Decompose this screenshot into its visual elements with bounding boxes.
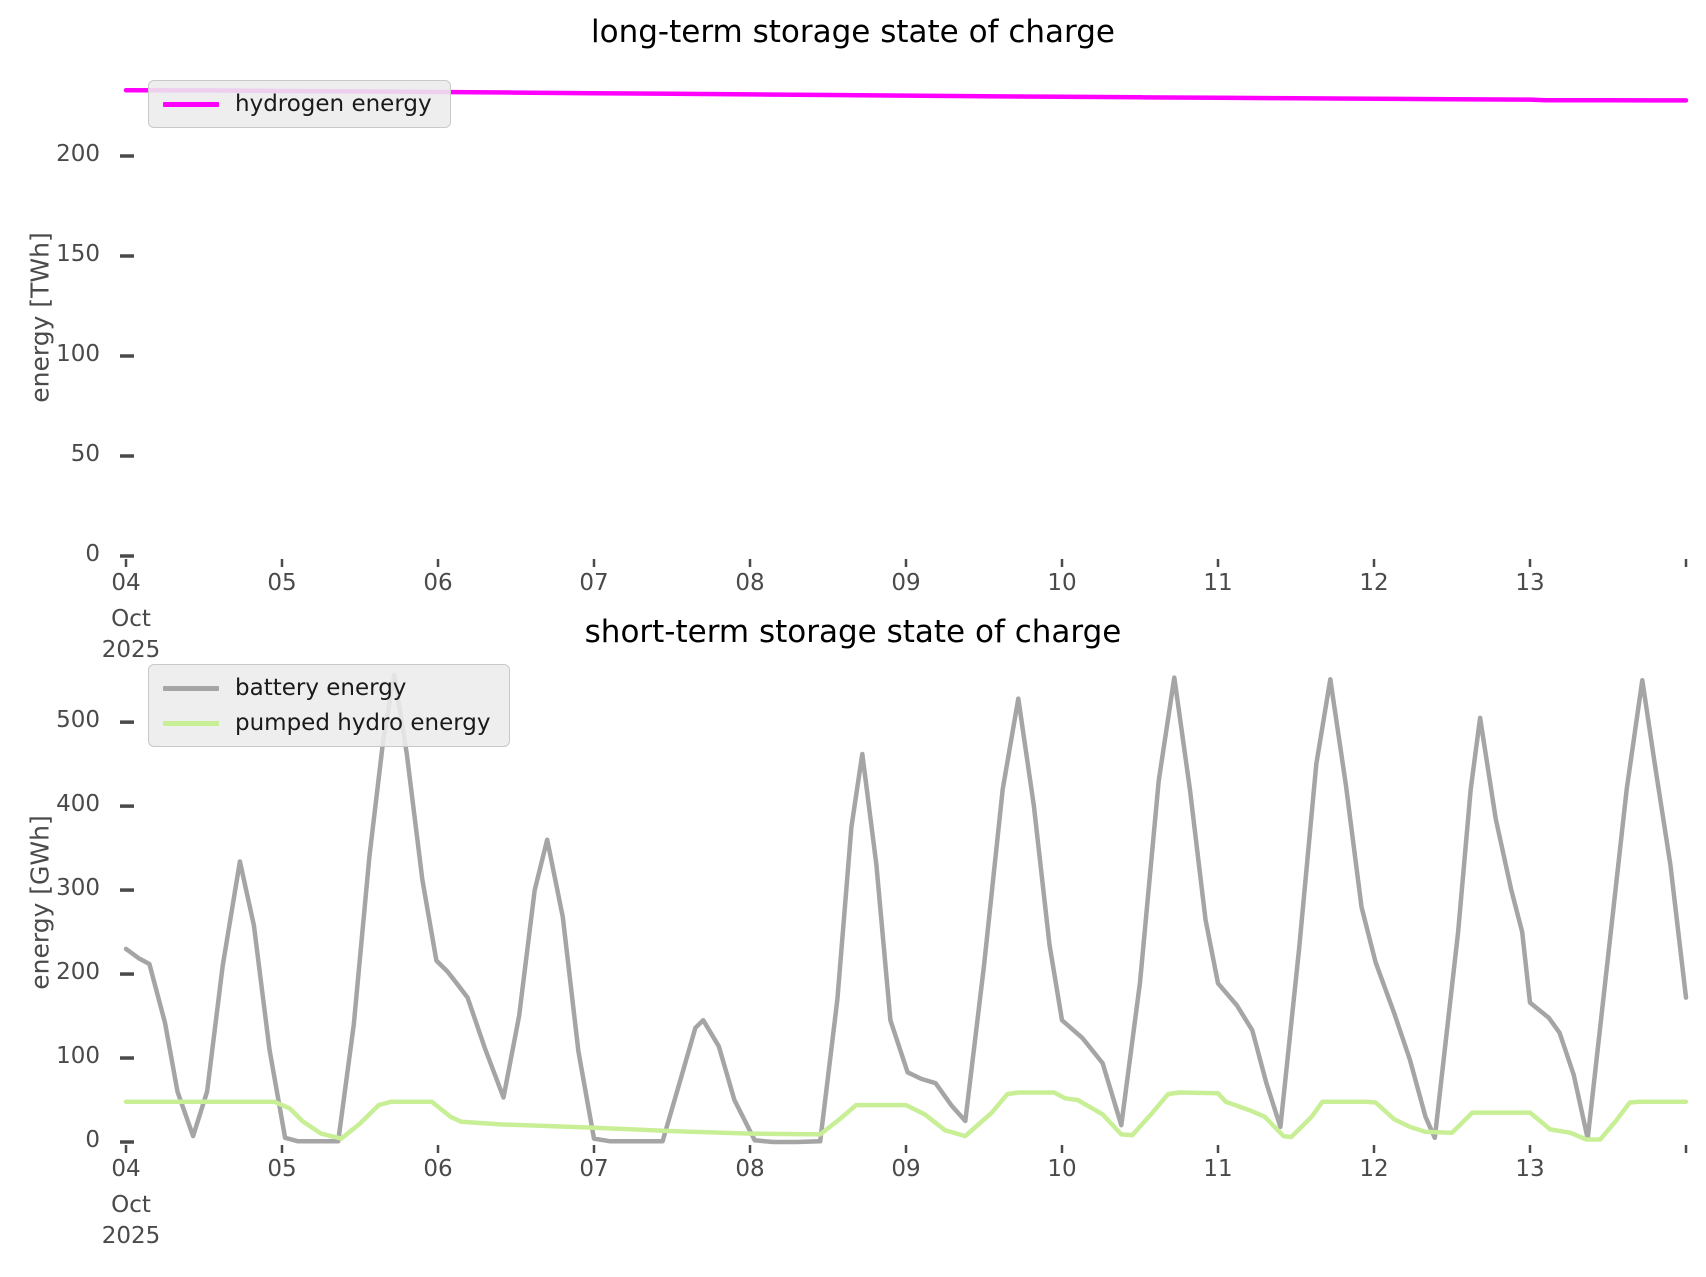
pumped-hydro-energy-line — [123, 1090, 1689, 1142]
x-tick-label: 13 — [1515, 1156, 1545, 1182]
x-tick-label: 09 — [891, 570, 921, 596]
y-tick-label: 200 — [56, 959, 100, 986]
y-tick-label: 0 — [85, 1127, 100, 1153]
short-term-chart-plot — [120, 672, 1689, 1153]
y-tick-label: 400 — [56, 791, 100, 818]
x-tick-label: 04 — [111, 1156, 141, 1182]
x-tick-label: 06 — [423, 1156, 453, 1182]
short-term-chart-title: short-term storage state of charge — [584, 614, 1122, 650]
x-tick-sublabel: Oct — [111, 606, 151, 632]
short-term-legend: battery energy pumped hydro energy — [148, 664, 510, 747]
y-tick-label: 200 — [56, 141, 100, 167]
long-term-legend: hydrogen energy — [148, 80, 451, 128]
hydrogen-legend-line — [163, 101, 219, 107]
legend-item: hydrogen energy — [163, 91, 432, 117]
x-tick-label: 09 — [891, 1156, 921, 1182]
x-tick-label: 12 — [1359, 570, 1389, 596]
y-tick-label: 300 — [56, 875, 100, 902]
x-tick-label: 11 — [1203, 570, 1233, 596]
legend-item: pumped hydro energy — [163, 710, 491, 736]
y-tick-label: 0 — [85, 541, 100, 567]
x-tick-label: 04 — [111, 570, 141, 596]
y-tick-label: 100 — [56, 1043, 100, 1070]
y-tick-label: 50 — [70, 441, 100, 467]
y-tick-label: 150 — [56, 241, 100, 267]
battery-energy-line — [123, 672, 1689, 1145]
battery-legend-label: battery energy — [235, 675, 407, 701]
x-tick-label: 07 — [579, 1156, 609, 1182]
x-tick-label: 08 — [735, 570, 765, 596]
x-tick-sublabel: 2025 — [101, 1223, 161, 1249]
x-tick-label: 11 — [1203, 1156, 1233, 1182]
hydrogen-legend-label: hydrogen energy — [235, 91, 432, 117]
x-tick-sublabel: 2025 — [101, 637, 161, 663]
x-tick-label: 05 — [267, 1156, 297, 1182]
x-tick-label: 08 — [735, 1156, 765, 1182]
x-tick-label: 10 — [1047, 1156, 1077, 1182]
pumped-hydro-legend-label: pumped hydro energy — [235, 710, 491, 736]
long-term-chart-plot — [120, 87, 1689, 567]
x-tick-label: 05 — [267, 570, 297, 596]
x-tick-label: 06 — [423, 570, 453, 596]
x-tick-label: 10 — [1047, 570, 1077, 596]
long-term-chart-title: long-term storage state of charge — [591, 14, 1115, 50]
y-tick-label: 500 — [56, 707, 100, 734]
x-tick-label: 07 — [579, 570, 609, 596]
x-tick-label: 13 — [1515, 570, 1545, 596]
x-tick-label: 12 — [1359, 1156, 1389, 1182]
legend-item: battery energy — [163, 675, 491, 701]
y-tick-label: 100 — [56, 341, 100, 367]
pumped-hydro-legend-line — [163, 720, 219, 726]
x-tick-sublabel: Oct — [111, 1192, 151, 1218]
battery-legend-line — [163, 685, 219, 691]
